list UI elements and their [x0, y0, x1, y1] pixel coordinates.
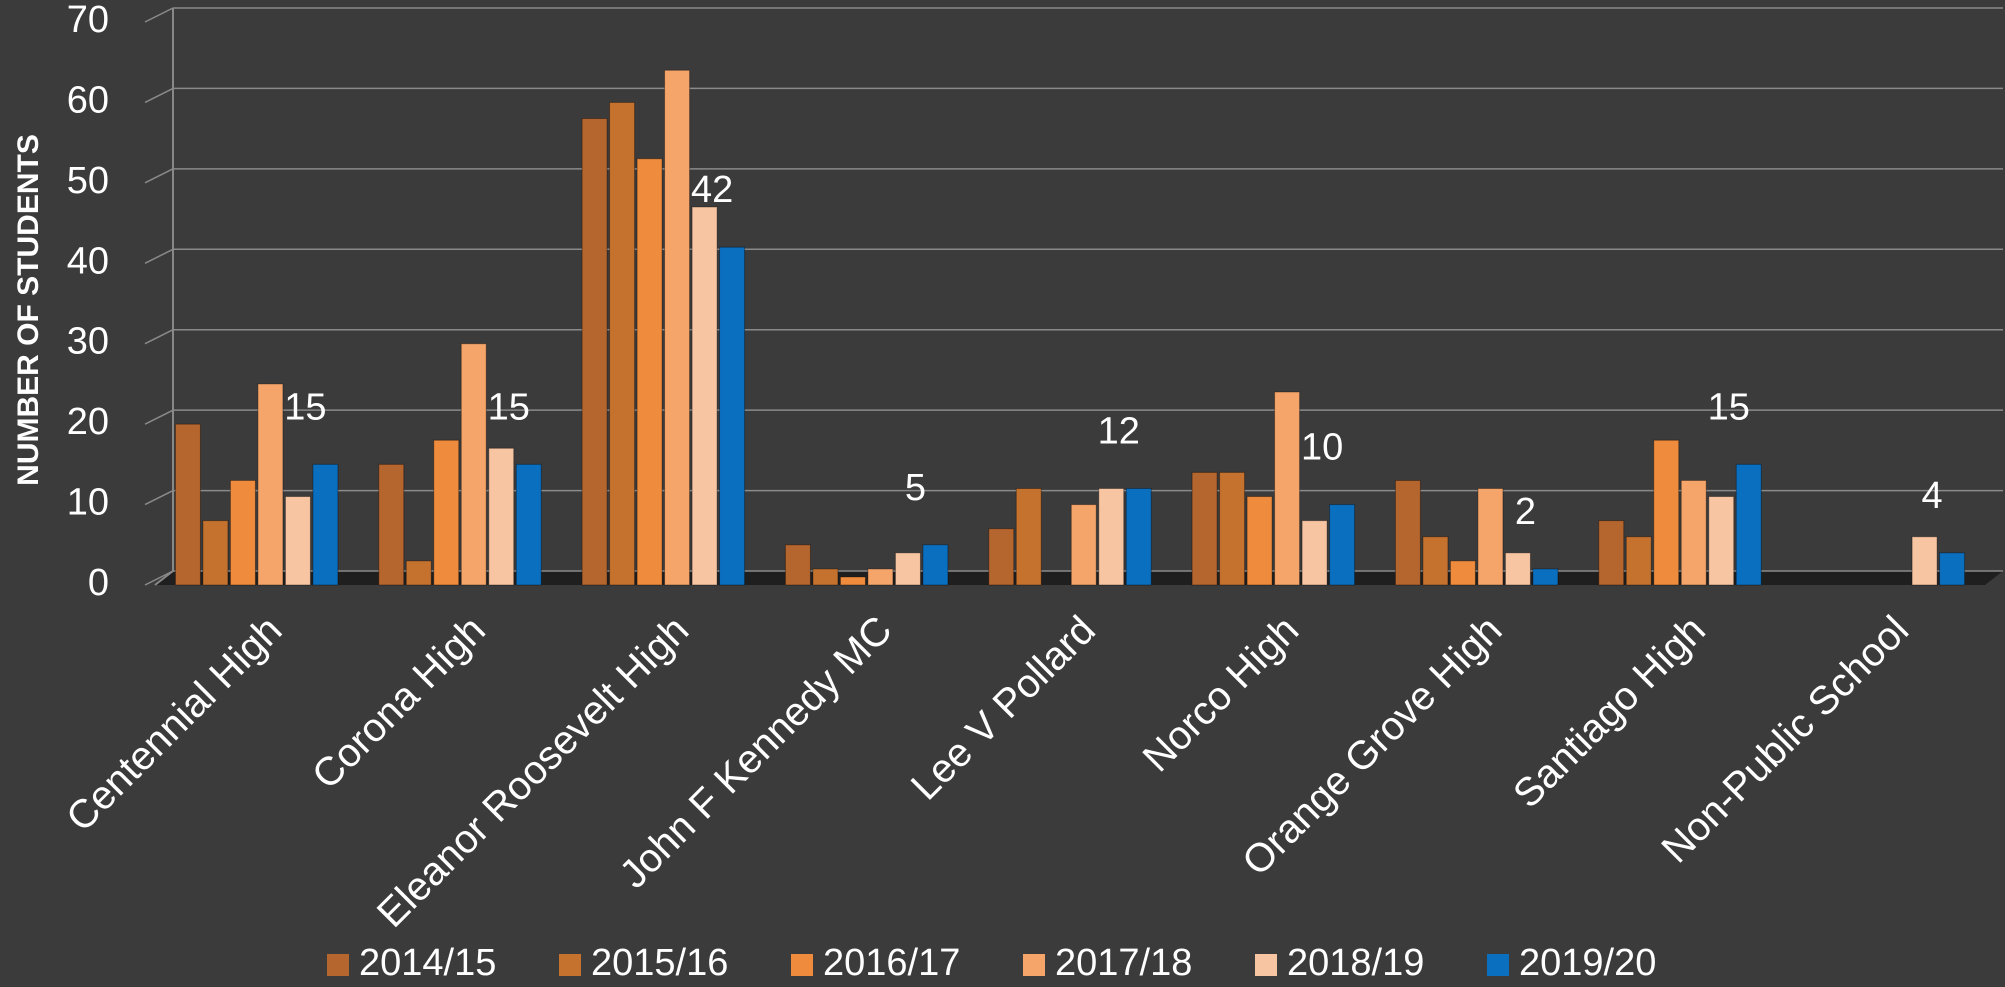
- bar: [988, 528, 1015, 586]
- bar: [460, 343, 487, 586]
- bar: [1274, 391, 1301, 586]
- bar: [894, 552, 921, 586]
- bar: [405, 560, 432, 586]
- bar: [1394, 479, 1421, 586]
- tick-mark: [144, 168, 174, 184]
- bar: [1449, 560, 1476, 586]
- bar: [1098, 487, 1125, 586]
- legend-label: 2019/20: [1519, 942, 1656, 984]
- bar: [1422, 536, 1449, 586]
- legend-label: 2015/16: [591, 942, 728, 984]
- tick-mark: [144, 87, 174, 104]
- bar: [1477, 487, 1504, 586]
- legend-swatch: [791, 954, 813, 976]
- bar: [174, 423, 201, 586]
- bar: [1070, 504, 1097, 586]
- legend-swatch: [327, 954, 349, 976]
- bar: [312, 463, 339, 586]
- tick-mark: [144, 248, 174, 264]
- bar: [378, 463, 405, 586]
- bar: [581, 118, 608, 586]
- data-label: 10: [1301, 427, 1343, 469]
- bar: [839, 576, 866, 586]
- bar: [1504, 552, 1531, 586]
- bar: [691, 206, 718, 586]
- bar: [922, 544, 949, 586]
- bar: [1246, 496, 1273, 586]
- bar: [1708, 496, 1735, 586]
- legend-label: 2014/15: [359, 942, 496, 984]
- tick-mark: [144, 570, 174, 586]
- tick-mark: [144, 7, 174, 23]
- bar: [515, 463, 542, 586]
- legend-label: 2017/18: [1055, 942, 1192, 984]
- legend-swatch: [1255, 954, 1277, 976]
- bar: [1653, 439, 1680, 586]
- y-tick-label: 70: [67, 0, 109, 41]
- y-tick-label: 40: [67, 240, 109, 282]
- bar: [636, 158, 663, 586]
- data-label: 15: [1708, 386, 1750, 428]
- y-axis-label: NUMBER OF STUDENTS: [12, 134, 45, 486]
- bar: [812, 568, 839, 586]
- bar: [784, 544, 811, 586]
- data-label: 42: [691, 169, 733, 211]
- data-label: 4: [1922, 475, 1943, 517]
- data-label: 2: [1515, 491, 1536, 533]
- bar: [1125, 487, 1152, 586]
- data-label: 15: [488, 386, 530, 428]
- bar: [609, 101, 636, 586]
- bar: [1191, 471, 1218, 586]
- bar: [867, 568, 894, 586]
- bar: [1625, 536, 1652, 586]
- legend-swatch: [1487, 954, 1509, 976]
- tick-mark: [144, 409, 174, 425]
- bar: [1301, 520, 1328, 586]
- y-tick-label: 30: [67, 321, 109, 363]
- tick-mark: [144, 329, 174, 345]
- bar: [1939, 552, 1966, 586]
- data-label: 12: [1098, 411, 1140, 453]
- bar: [284, 496, 311, 586]
- y-tick-label: 0: [88, 562, 109, 604]
- y-tick-label: 10: [67, 482, 109, 524]
- bar: [1329, 504, 1356, 586]
- bar: [719, 246, 746, 586]
- legend-label: 2016/17: [823, 942, 960, 984]
- bar: [1911, 536, 1938, 586]
- legend-swatch: [1023, 954, 1045, 976]
- bar: [1219, 471, 1246, 586]
- legend-swatch: [559, 954, 581, 976]
- legend-label: 2018/19: [1287, 942, 1424, 984]
- bar: [488, 447, 515, 586]
- y-tick-label: 60: [67, 79, 109, 121]
- bar: [1598, 520, 1625, 586]
- bar: [433, 439, 460, 586]
- bar: [1532, 568, 1559, 586]
- bar: [202, 520, 229, 586]
- bar: [229, 479, 256, 586]
- bar: [1015, 487, 1042, 586]
- tick-mark: [144, 489, 174, 506]
- bar: [1680, 479, 1707, 586]
- data-label: 15: [284, 386, 326, 428]
- y-tick-label: 20: [67, 401, 109, 443]
- bar: [664, 69, 691, 586]
- y-tick-label: 50: [67, 160, 109, 202]
- bar: [257, 383, 284, 586]
- bar: [1735, 463, 1762, 586]
- data-label: 5: [905, 467, 926, 509]
